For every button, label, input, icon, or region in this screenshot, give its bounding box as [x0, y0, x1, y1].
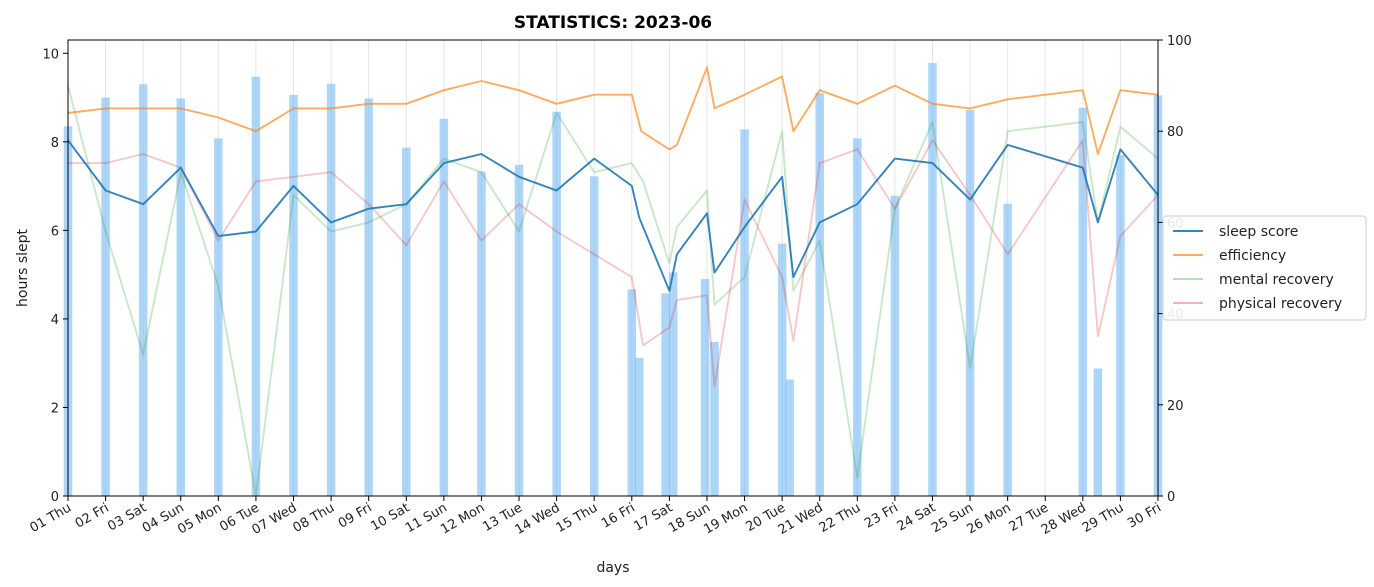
sleep-hours-bar	[514, 164, 524, 496]
sleep-hours-bar	[1003, 203, 1012, 496]
sleep-hours-bar	[785, 379, 794, 496]
x-tick-label: 23 Fri	[862, 500, 901, 531]
sleep-hours-bar	[1078, 107, 1088, 496]
sleep-hours-bar	[661, 293, 670, 496]
legend: sleep score efficiency mental recovery phys…	[1162, 215, 1367, 321]
chart-title: STATISTICS: 2023-06	[514, 13, 712, 33]
sleep-hours-bar	[627, 289, 637, 496]
x-tick-label: 01 Thu	[27, 500, 74, 536]
sleep-hours-bar	[364, 98, 373, 496]
legend-box	[1162, 215, 1367, 321]
grid-lines	[67, 40, 1159, 496]
legend-entry: physical recovery	[1219, 296, 1342, 312]
sleep-hours-bar	[214, 138, 223, 496]
y-tick-label: 0	[51, 490, 59, 505]
efficiency-line	[67, 66, 1159, 155]
sleep-hours-bar	[1093, 368, 1103, 496]
physical-recovery-line	[68, 139, 1159, 388]
sleep-hours-bar	[668, 272, 678, 496]
y2-tick-label: 80	[1167, 125, 1184, 140]
x-tick-label: 26 Mon	[965, 500, 1014, 537]
y-tick-label: 4	[51, 313, 59, 328]
legend-entry: mental recovery	[1219, 272, 1334, 288]
sleep-hours-bar	[552, 111, 561, 496]
sleep-hours-bar	[402, 147, 411, 497]
x-tick-label: 12 Mon	[438, 500, 487, 537]
sleep-hours-bar	[289, 94, 298, 496]
hours-slept-bars	[63, 63, 1163, 497]
x-tick-label: 19 Mon	[701, 500, 750, 537]
sleep-hours-bar	[740, 129, 749, 496]
legend-entry: sleep score	[1219, 224, 1298, 240]
x-tick-label: 05 Mon	[175, 500, 224, 537]
x-tick-label: 22 Thu	[817, 500, 864, 536]
sleep-hours-bar	[710, 341, 719, 496]
sleep-hours-bar	[477, 171, 486, 497]
sleep-hours-bar	[777, 243, 787, 496]
x-tick-label: 09 Fri	[336, 500, 375, 531]
x-tick-label: 30 Fri	[1125, 500, 1164, 531]
sleep-hours-bar	[439, 118, 449, 496]
sleep-hours-bar	[890, 195, 900, 496]
x-tick-label: 15 Thu	[554, 500, 601, 536]
y-tick-label: 10	[42, 47, 59, 62]
sleep-hours-bar	[700, 279, 710, 496]
sleep-hours-bar	[635, 357, 644, 496]
legend-entry: efficiency	[1219, 248, 1286, 264]
mental-recovery-line	[67, 85, 1159, 497]
y-axis-label: hours slept	[15, 228, 31, 306]
y-tick-label: 2	[51, 401, 59, 416]
y2-tick-label: 0	[1167, 490, 1175, 505]
x-tick-label: 16 Fri	[599, 500, 638, 531]
sleep-hours-bar	[1116, 155, 1125, 496]
left-y-axis: 0 2 4 6 8 10	[42, 47, 68, 505]
x-tick-label: 08 Thu	[291, 500, 338, 536]
sleep-hours-bar	[101, 97, 110, 496]
x-tick-label: 02 Fri	[73, 500, 112, 531]
plot-frame	[67, 39, 1159, 497]
y-tick-label: 8	[51, 136, 59, 151]
score-lines	[67, 66, 1159, 497]
sleep-hours-bar	[176, 98, 186, 496]
sleep-hours-bar	[589, 176, 599, 496]
x-tick-label: 29 Thu	[1080, 500, 1127, 536]
sleep-hours-bar	[853, 138, 862, 496]
sleep-hours-bar	[326, 83, 336, 496]
sleep-hours-bar	[965, 109, 975, 496]
y2-tick-label: 20	[1167, 399, 1184, 414]
x-axis-label: days	[596, 560, 629, 576]
sleep-score-line	[67, 139, 1159, 292]
sleep-hours-bar	[138, 84, 148, 496]
sleep-hours-bar	[251, 76, 261, 496]
y-tick-label: 6	[51, 224, 59, 239]
sleep-hours-bar	[928, 63, 937, 496]
y2-tick-label: 100	[1167, 34, 1192, 49]
sleep-hours-bar	[815, 93, 824, 496]
